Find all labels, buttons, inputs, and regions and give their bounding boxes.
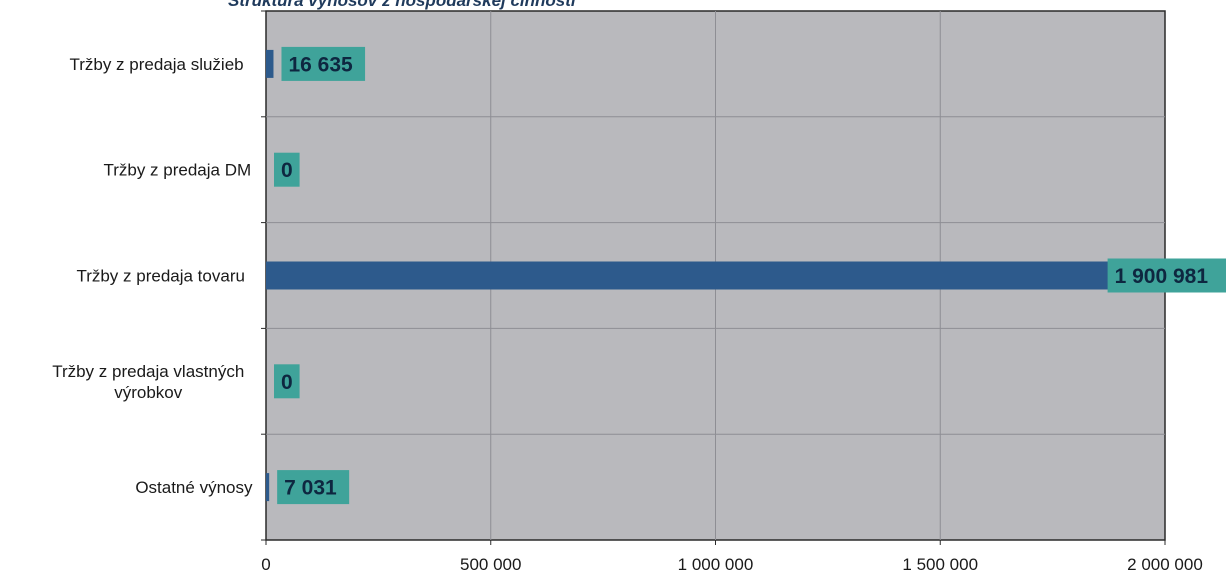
bar xyxy=(266,473,270,502)
x-tick-labels: 0 500 000 1 000 000 1 500 000 2 000 000 xyxy=(261,555,1203,574)
data-label-text: 7 031 xyxy=(284,477,337,500)
category-labels: Tržby z predaja služieb Tržby z predaja D… xyxy=(52,55,253,497)
category-label: Tržby z predaja služieb xyxy=(69,55,243,74)
data-label: 7 031 xyxy=(277,470,350,505)
data-label: 16 635 xyxy=(281,46,366,81)
category-label: Tržby z predaja DM xyxy=(103,161,251,180)
x-tick-label: 500 000 xyxy=(460,555,521,574)
data-label: 1 900 981 xyxy=(1107,258,1226,293)
data-label-box xyxy=(274,364,300,399)
data-label-box xyxy=(1107,258,1226,293)
category-label: Ostatné výnosy xyxy=(135,478,253,497)
x-tick-label: 2 000 000 xyxy=(1127,555,1203,574)
data-label-text: 16 635 xyxy=(288,53,353,76)
x-tick-label: 1 500 000 xyxy=(902,555,978,574)
bar xyxy=(266,261,1121,290)
data-label-box xyxy=(277,470,350,505)
data-labels: 16 635 0 1 900 981 0 7 031 xyxy=(274,46,1226,505)
axes xyxy=(261,10,1166,545)
bars xyxy=(266,49,1121,502)
x-tick-label: 1 000 000 xyxy=(678,555,754,574)
x-tick-label: 0 xyxy=(261,555,270,574)
data-label-text: 1 900 981 xyxy=(1115,265,1209,288)
data-label-text: 0 xyxy=(281,159,293,182)
data-label-box xyxy=(281,46,366,81)
data-label: 0 xyxy=(274,152,300,187)
data-label-box xyxy=(274,152,300,187)
category-label: Tržby z predaja tovaru xyxy=(76,267,245,286)
data-label: 0 xyxy=(274,364,300,399)
data-label-text: 0 xyxy=(281,371,293,394)
gridlines xyxy=(266,11,1165,540)
bar xyxy=(266,49,274,78)
category-label: Tržby z predaja vlastných výrobkov xyxy=(52,362,244,402)
chart-title: Štruktúra výnosov z hospodárskej činnost… xyxy=(228,0,577,10)
